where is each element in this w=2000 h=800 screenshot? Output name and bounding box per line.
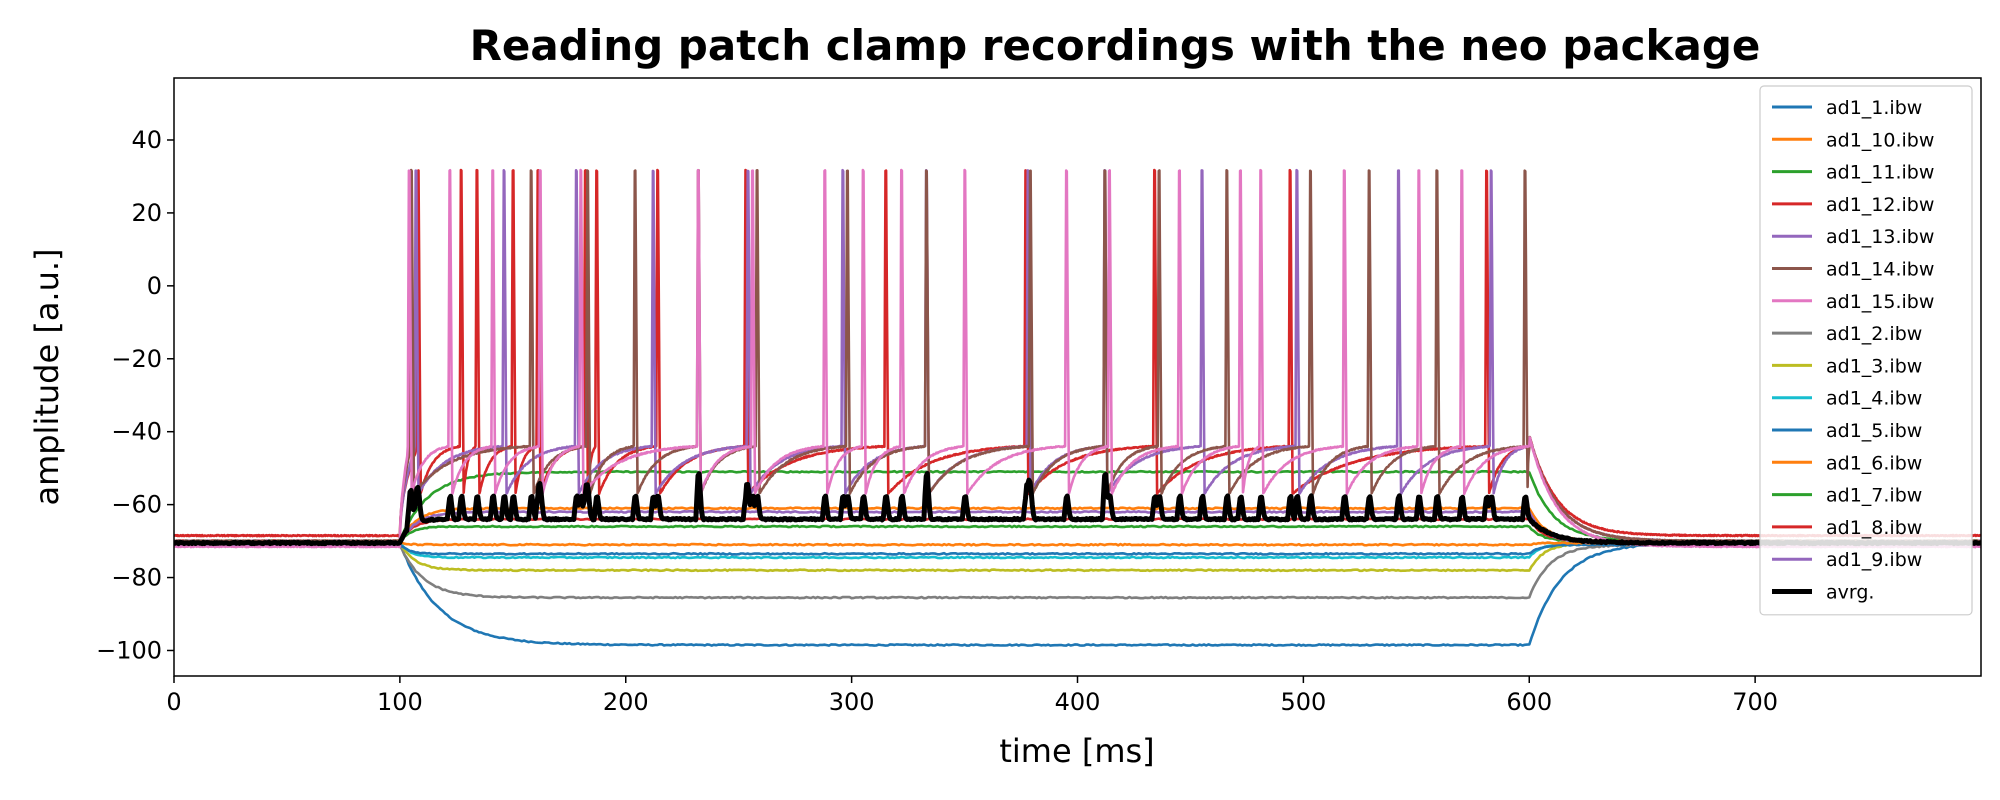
chart-title: Reading patch clamp recordings with the …: [470, 21, 1761, 70]
legend-label-ad1-4-ibw: ad1_4.ibw: [1826, 388, 1922, 410]
x-tick-label: 100: [377, 688, 423, 716]
legend-label-ad1-2-ibw: ad1_2.ibw: [1826, 323, 1922, 345]
x-tick-label: 200: [603, 688, 649, 716]
legend-label-ad1-15-ibw: ad1_15.ibw: [1826, 291, 1934, 313]
x-tick-label: 400: [1055, 688, 1101, 716]
legend: ad1_1.ibw ad1_10.ibw ad1_11.ibw ad1_12.ibwa…: [1759, 85, 1973, 616]
y-tick-label: 20: [131, 199, 162, 227]
y-tick-label: −20: [111, 345, 162, 373]
legend-label-ad1-9-ibw: ad1_9.ibw: [1826, 549, 1922, 571]
x-tick-label: 0: [166, 688, 181, 716]
y-axis: −100 −80 −60 −40 −20 0 20 40: [96, 126, 174, 664]
y-tick-label: −100: [96, 636, 162, 664]
y-tick-label: −60: [111, 491, 162, 519]
legend-box: [1759, 85, 1973, 616]
y-tick-label: 0: [147, 272, 162, 300]
series-line-ad1-15-ibw: [174, 168, 1981, 549]
legend-label-ad1-13-ibw: ad1_13.ibw: [1826, 226, 1934, 248]
legend-label-ad1-3-ibw: ad1_3.ibw: [1826, 355, 1922, 377]
x-axis: 0 100 200 300 400 500 600 700: [166, 676, 1778, 716]
series-layer: [174, 168, 1981, 647]
series-line-ad1-12-ibw: [174, 168, 1981, 538]
x-tick-label: 700: [1732, 688, 1778, 716]
y-tick-label: −80: [111, 564, 162, 592]
legend-label-ad1-12-ibw: ad1_12.ibw: [1826, 194, 1934, 216]
legend-label-ad1-10-ibw: ad1_10.ibw: [1826, 129, 1934, 151]
legend-label-avrg: avrg.: [1826, 582, 1874, 604]
x-axis-label: time [ms]: [999, 732, 1154, 770]
x-tick-label: 500: [1280, 688, 1326, 716]
x-tick-label: 300: [829, 688, 875, 716]
y-tick-label: 40: [131, 126, 162, 154]
legend-label-ad1-14-ibw: ad1_14.ibw: [1826, 259, 1934, 281]
legend-label-ad1-7-ibw: ad1_7.ibw: [1826, 485, 1922, 507]
legend-label-ad1-6-ibw: ad1_6.ibw: [1826, 452, 1922, 474]
legend-label-ad1-1-ibw: ad1_1.ibw: [1826, 97, 1922, 119]
y-axis-label: amplitude [a.u.]: [28, 248, 66, 505]
series-line-avrg: [174, 471, 1981, 547]
legend-label-ad1-11-ibw: ad1_11.ibw: [1826, 162, 1934, 184]
x-tick-label: 600: [1506, 688, 1552, 716]
legend-label-ad1-8-ibw: ad1_8.ibw: [1826, 517, 1922, 539]
y-tick-label: −40: [111, 418, 162, 446]
legend-label-ad1-5-ibw: ad1_5.ibw: [1826, 420, 1922, 442]
